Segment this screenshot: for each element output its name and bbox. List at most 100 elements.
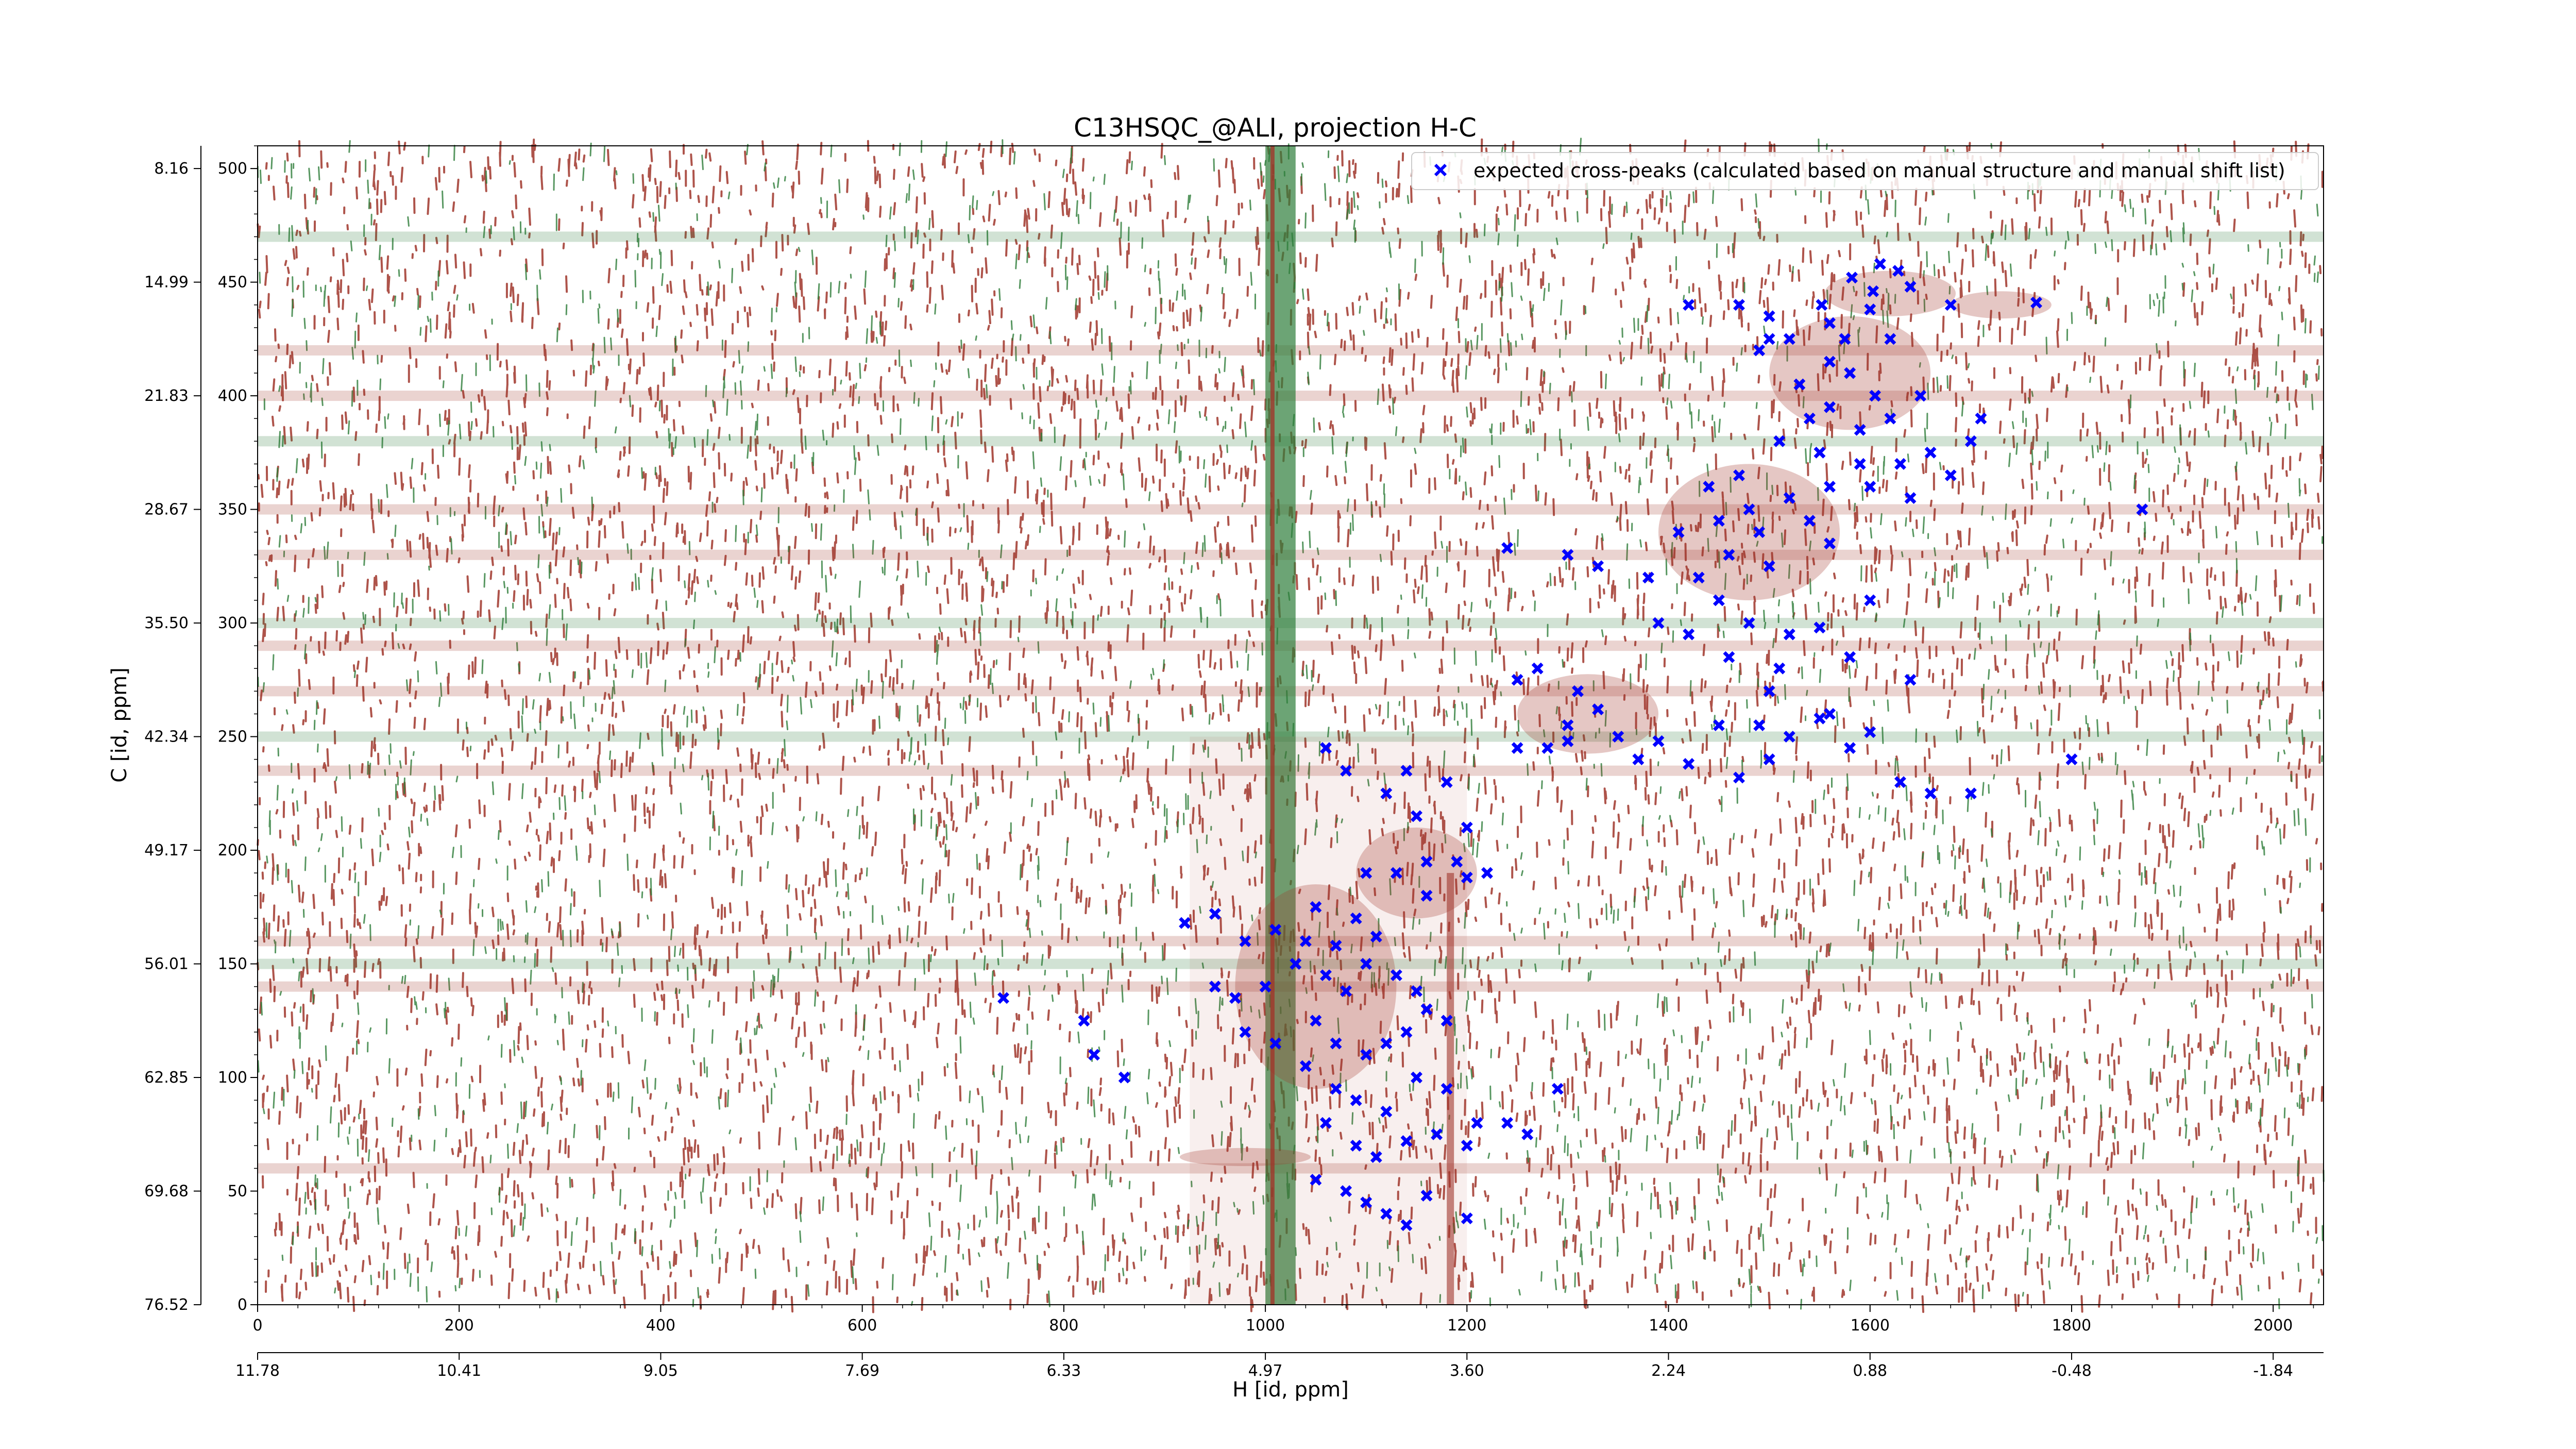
cross-peak-marker — [1733, 771, 1745, 784]
cross-peak-marker — [1824, 707, 1836, 720]
cross-peak-marker — [1501, 542, 1514, 554]
cross-peak-marker — [1350, 912, 1362, 924]
x-axis-label: H [id, ppm] — [1232, 1378, 1349, 1402]
cross-peak-marker — [1854, 424, 1866, 436]
cross-peak-marker — [1551, 1083, 1564, 1095]
cross-peak-marker — [1179, 917, 1191, 929]
cross-peak-marker — [1572, 685, 1584, 697]
y-ppm-tick-label: 49.17 — [144, 841, 189, 860]
cross-peak-marker — [1713, 515, 1725, 527]
cross-peak-marker — [1511, 673, 1523, 686]
cross-peak-marker — [1411, 985, 1422, 997]
y-tick-label: 100 — [218, 1069, 247, 1087]
x-ppm-tick-label: 4.97 — [1248, 1362, 1283, 1380]
x-tick-label: 400 — [646, 1317, 675, 1335]
cross-peak-marker — [1440, 1083, 1453, 1095]
cross-peak-marker — [1541, 742, 1554, 754]
cross-peak-cluster — [1517, 674, 1658, 754]
cross-peak-marker — [1400, 1219, 1413, 1232]
cross-peak-marker — [1562, 719, 1574, 731]
cross-peak-marker — [1562, 549, 1574, 561]
cross-peak-marker — [1652, 735, 1665, 747]
cross-peak-marker — [1592, 703, 1604, 716]
cross-peak-marker — [1783, 333, 1795, 345]
cross-peak-marker — [1411, 810, 1422, 822]
cross-peak-marker — [1390, 867, 1402, 879]
cross-peak-marker — [1461, 1139, 1473, 1152]
x-tick-label: 1400 — [1649, 1317, 1688, 1335]
x-ppm-tick-label: 0.88 — [1853, 1362, 1887, 1380]
cross-peak-marker — [1692, 571, 1705, 584]
cross-peak-marker — [1814, 446, 1826, 459]
cross-peak-marker — [997, 992, 1009, 1004]
legend-box — [1411, 152, 2319, 190]
cross-peak-marker — [1340, 765, 1352, 777]
y-ppm-tick-label: 14.99 — [144, 274, 189, 292]
cross-peak-marker — [1892, 265, 1905, 277]
cross-peak-marker — [1763, 685, 1775, 697]
cross-peak-marker — [1209, 981, 1221, 993]
cross-peak-marker — [1340, 985, 1352, 997]
cross-peak-marker — [1844, 367, 1856, 379]
cross-peak-marker — [1763, 333, 1775, 345]
x-tick-label: 0 — [252, 1317, 262, 1335]
x-tick-label: 1600 — [1851, 1317, 1890, 1335]
cross-peak-marker — [1612, 731, 1624, 743]
cross-peak-marker — [1703, 480, 1715, 493]
x-tick-label: 800 — [1049, 1317, 1078, 1335]
x-ppm-tick-label: 9.05 — [643, 1362, 678, 1380]
cross-peak-marker — [1894, 776, 1906, 788]
cross-peak-marker — [1319, 1117, 1332, 1129]
cross-peak-marker — [1562, 735, 1574, 747]
cross-peak-marker — [1360, 1197, 1372, 1209]
cross-peak-marker — [1783, 492, 1795, 504]
x-ppm-tick-label: 7.69 — [845, 1362, 879, 1380]
cross-peak-marker — [1310, 1173, 1322, 1186]
cross-peak-marker — [1975, 412, 1987, 425]
cross-peak-marker — [1763, 560, 1775, 572]
y-tick-label: 350 — [218, 501, 247, 519]
cross-peak-marker — [1944, 469, 1957, 481]
y-tick-label: 0 — [238, 1296, 247, 1314]
x-ppm-tick-label: 10.41 — [437, 1362, 481, 1380]
x-tick-label: 1000 — [1246, 1317, 1285, 1335]
cross-peak-marker — [1400, 765, 1413, 777]
y-tick-label: 500 — [218, 160, 247, 178]
cross-peak-marker — [2065, 753, 2078, 766]
y-tick-label: 150 — [218, 955, 247, 973]
cross-peak-marker — [1310, 901, 1322, 913]
cross-peak-cluster — [1951, 291, 2052, 319]
cross-peak-marker — [1269, 1037, 1282, 1050]
cross-peak-marker — [1481, 867, 1493, 879]
cross-peak-marker — [1964, 435, 1977, 447]
cross-peak-marker — [1521, 1128, 1534, 1140]
cross-peak-marker — [1330, 1037, 1342, 1050]
cross-peak-marker — [1330, 939, 1342, 952]
cross-peak-marker — [1864, 304, 1876, 315]
cross-peak-cluster — [1356, 827, 1477, 919]
y-tick-label: 300 — [218, 614, 247, 632]
cross-peak-cluster — [1235, 884, 1397, 1089]
cross-peak-marker — [1846, 272, 1858, 284]
y-ppm-tick-label: 76.52 — [144, 1296, 189, 1314]
cross-peak-marker — [1319, 969, 1332, 982]
x-ppm-tick-label: 3.60 — [1450, 1362, 1484, 1380]
cross-peak-marker — [2136, 503, 2148, 516]
cross-peak-marker — [1743, 617, 1755, 629]
y-ppm-tick-label: 28.67 — [144, 501, 189, 519]
cross-peak-marker — [1904, 492, 1917, 504]
cross-peak-cluster — [1658, 464, 1840, 600]
y-axis-ppm: 76.52 69.68 62.85 56.01 49.17 42.34 35.50 28.67… — [144, 146, 201, 1314]
cross-peak-marker — [1380, 1037, 1393, 1050]
cross-peak-marker — [1803, 412, 1816, 425]
cross-peak-marker — [1814, 621, 1826, 634]
cross-peak-marker — [1360, 958, 1372, 970]
cross-peak-marker — [1239, 1026, 1251, 1038]
cross-peak-marker — [1501, 1117, 1514, 1129]
y-tick-label: 250 — [218, 728, 247, 746]
x-ppm-tick-label: 6.33 — [1046, 1362, 1081, 1380]
cross-peak-marker — [1904, 673, 1917, 686]
cross-peak-marker — [1330, 1083, 1342, 1095]
cross-peak-marker — [1319, 742, 1332, 754]
